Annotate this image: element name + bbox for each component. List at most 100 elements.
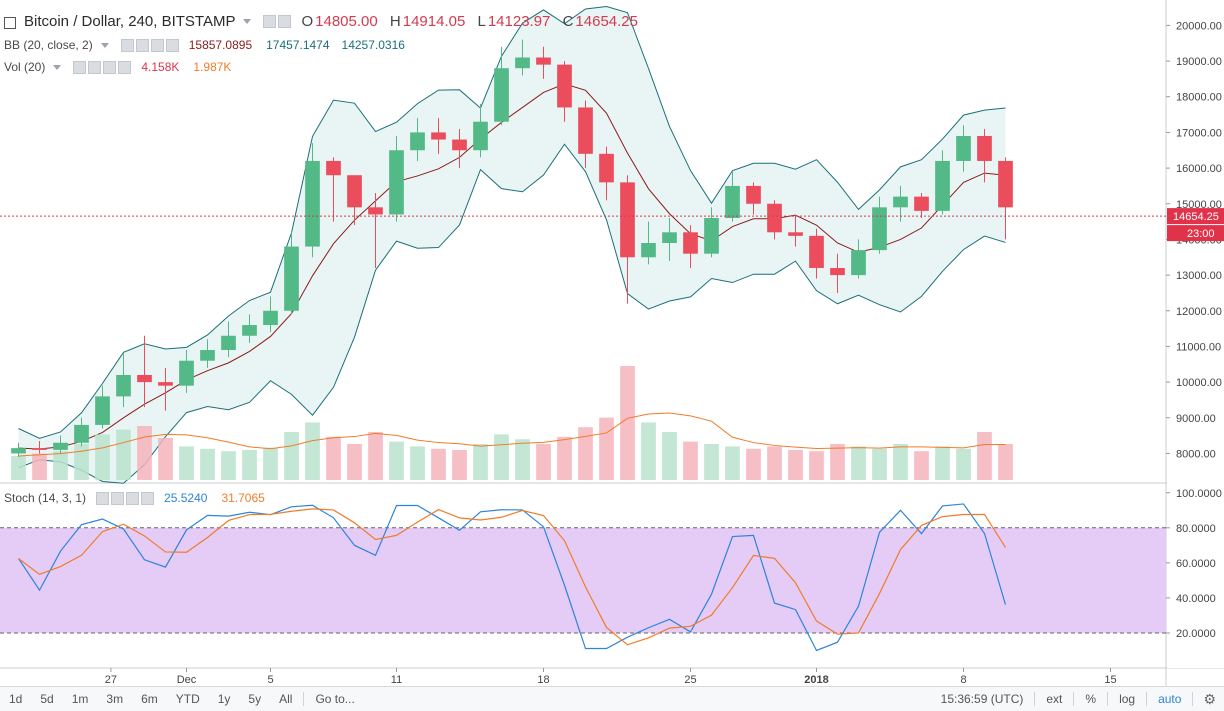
range-6m[interactable]: 6m <box>141 692 158 706</box>
stoch-controls <box>96 491 155 505</box>
log-toggle[interactable]: log <box>1119 692 1136 706</box>
collapse-square-icon[interactable] <box>4 16 16 29</box>
time-tick-label: 11 <box>391 674 402 686</box>
candle-body <box>851 250 866 276</box>
chevron-down-icon[interactable] <box>53 64 62 70</box>
candle-body <box>830 267 845 276</box>
price-tick-label: 12000.00 <box>1176 306 1222 318</box>
candle-body <box>998 160 1013 208</box>
settings-icon[interactable] <box>120 38 134 52</box>
volume-bar <box>116 429 131 480</box>
close-icon[interactable] <box>165 38 179 52</box>
percent-toggle[interactable]: % <box>1085 692 1097 706</box>
candle-body <box>704 218 719 254</box>
range-5d[interactable]: 5d <box>40 692 54 706</box>
volume-bars <box>11 366 1013 480</box>
range-3m[interactable]: 3m <box>106 692 124 706</box>
candle-body <box>116 374 131 397</box>
price-axis-bg <box>1167 0 1224 668</box>
bb-label[interactable]: BB (20, close, 2) <box>4 38 93 52</box>
volume-bar <box>305 422 320 480</box>
volume-bar <box>809 451 824 480</box>
candle-body <box>32 448 47 450</box>
bb-lower-value: 14257.0316 <box>341 38 405 52</box>
eye-icon[interactable] <box>278 15 292 28</box>
candle-body <box>935 160 950 211</box>
candle-body <box>221 335 236 351</box>
last-price-label: 14654.25 <box>1173 211 1219 223</box>
volume-bar <box>326 436 341 480</box>
stoch-label[interactable]: Stoch (14, 3, 1) <box>4 491 87 505</box>
time-axis: 27 Dec 5 11 18 25 2018 8 15 <box>105 668 1117 686</box>
range-1d[interactable]: 1d <box>9 692 23 706</box>
volume-bar <box>641 422 656 480</box>
bb-upper-line <box>18 6 1006 439</box>
low-key: L <box>477 13 486 30</box>
time-tick-label: Dec <box>177 674 197 686</box>
settings-icon[interactable] <box>263 15 277 28</box>
vol-label[interactable]: Vol (20) <box>4 60 46 74</box>
candle-body <box>977 135 992 161</box>
price-chart-canvas[interactable]: 20000.00 19000.00 18000.00 17000.00 16000.00… <box>0 0 1224 686</box>
candle-body <box>788 232 803 236</box>
range-5y[interactable]: 5y <box>248 692 262 706</box>
candle-body <box>662 232 677 243</box>
price-tick-label: 19000.00 <box>1176 56 1222 68</box>
candle-body <box>620 182 635 258</box>
range-ytd[interactable]: YTD <box>175 692 200 706</box>
gear-icon[interactable] <box>88 60 102 74</box>
candle-body <box>641 243 656 258</box>
divider <box>303 692 305 706</box>
chevron-down-icon[interactable] <box>243 19 252 24</box>
bottom-toolbar: 1d 5d 1m 3m 6m YTD 1y 5y All Go to... 15… <box>0 686 1224 711</box>
bb-lower-line <box>18 143 1006 484</box>
settings-icon[interactable] <box>73 60 87 74</box>
time-tick-label: 2018 <box>804 674 828 686</box>
volume-bar <box>620 366 635 480</box>
candle-body <box>683 232 698 254</box>
candle-body <box>11 448 26 454</box>
range-1m[interactable]: 1m <box>71 692 89 706</box>
ext-toggle[interactable]: ext <box>1046 692 1063 706</box>
candle-body <box>410 132 425 151</box>
gear-icon[interactable] <box>135 38 149 52</box>
chevron-down-icon[interactable] <box>100 42 109 48</box>
volume-bar <box>389 441 404 480</box>
symbol-title[interactable]: Bitcoin / Dollar, 240, BITSTAMP <box>24 13 236 30</box>
volume-bar <box>95 434 110 480</box>
eye-icon[interactable] <box>150 38 164 52</box>
volume-bar <box>956 448 971 480</box>
clock-readout[interactable]: 15:36:59 (UTC) <box>940 692 1024 706</box>
volume-bar <box>788 450 803 480</box>
candle-body <box>389 150 404 215</box>
range-1y[interactable]: 1y <box>217 692 231 706</box>
divider <box>1146 692 1148 706</box>
candle-body <box>242 325 257 336</box>
divider <box>1034 692 1036 706</box>
eye-icon[interactable] <box>126 491 140 505</box>
volume-bar <box>746 448 761 480</box>
auto-toggle[interactable]: auto <box>1158 692 1182 706</box>
volume-bar <box>914 451 929 480</box>
price-tick-label: 17000.00 <box>1176 127 1222 139</box>
price-tick-label: 8000.00 <box>1176 448 1216 460</box>
goto-button[interactable]: Go to... <box>315 692 355 706</box>
price-tick-label: 13000.00 <box>1176 270 1222 282</box>
volume-bar <box>536 444 551 480</box>
close-icon[interactable] <box>141 491 155 505</box>
gear-icon[interactable]: ⚙ <box>1203 690 1216 707</box>
volume-bar <box>725 446 740 480</box>
main-legend: Bitcoin / Dollar, 240, BITSTAMP O 14805.0… <box>4 13 646 30</box>
volume-bar <box>683 441 698 480</box>
gear-icon[interactable] <box>111 491 125 505</box>
low-value: 14123.97 <box>487 13 551 30</box>
bb-fill <box>18 6 1006 484</box>
close-icon[interactable] <box>118 60 132 74</box>
range-all[interactable]: All <box>279 692 293 706</box>
settings-icon[interactable] <box>96 491 110 505</box>
volume-bar <box>452 450 467 480</box>
candle-body <box>599 153 614 183</box>
bb-upper-value: 17457.1474 <box>266 38 330 52</box>
bb-legend: BB (20, close, 2) 15857.0895 17457.1474 … <box>4 38 405 52</box>
eye-icon[interactable] <box>103 60 117 74</box>
